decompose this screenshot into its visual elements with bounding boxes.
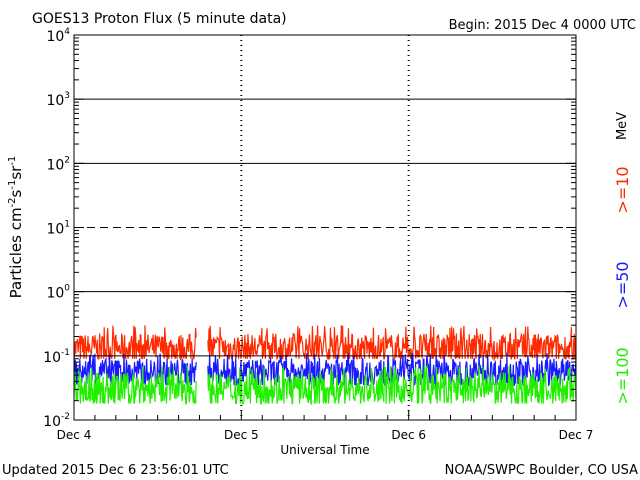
legend-series-10: >=10: [613, 166, 632, 213]
series-line-1-seg-0: [73, 353, 197, 386]
y-tick-label-6: 10-2: [43, 412, 70, 430]
gridlines: [74, 35, 576, 420]
legend-series-50: >=50: [613, 261, 632, 308]
data-traces: [73, 325, 577, 406]
x-tick-label-0: Dec 4: [57, 428, 92, 442]
chart-begin-time: Begin: 2015 Dec 4 0000 UTC: [449, 18, 636, 33]
y-tick-label-5: 10-1: [43, 348, 70, 366]
updated-timestamp: Updated 2015 Dec 6 23:56:01 UTC: [2, 463, 229, 478]
y-tick-label-3: 101: [46, 220, 70, 238]
y-tick-label-4: 100: [46, 284, 70, 302]
series-line-2-seg-1: [207, 364, 577, 406]
legend-unit-mev: MeV: [615, 112, 630, 140]
x-axis: Dec 4 Dec 5 Dec 6 Dec 7: [57, 410, 594, 442]
legend-series-100: >=100: [613, 347, 632, 404]
x-tick-label-2: Dec 6: [391, 428, 426, 442]
chart-title: GOES13 Proton Flux (5 minute data): [32, 11, 287, 27]
credit-text: NOAA/SWPC Boulder, CO USA: [445, 463, 638, 478]
y-tick-label-1: 103: [46, 91, 70, 109]
series-line-1-seg-1: [207, 353, 577, 387]
x-axis-label: Universal Time: [280, 443, 369, 457]
series-line-0-seg-1: [207, 325, 577, 361]
x-tick-label-3: Dec 7: [559, 428, 594, 442]
series-line-2-seg-0: [73, 365, 197, 405]
x-tick-label-1: Dec 5: [224, 428, 259, 442]
y-tick-label-2: 102: [46, 155, 70, 173]
y-tick-label-0: 104: [46, 27, 70, 45]
y-axis-label: Particles cm-2s-1sr-1: [7, 156, 25, 299]
y-axis: 104 103 102 101 100 10-1 10-2: [43, 27, 576, 430]
series-line-0-seg-0: [73, 325, 197, 362]
